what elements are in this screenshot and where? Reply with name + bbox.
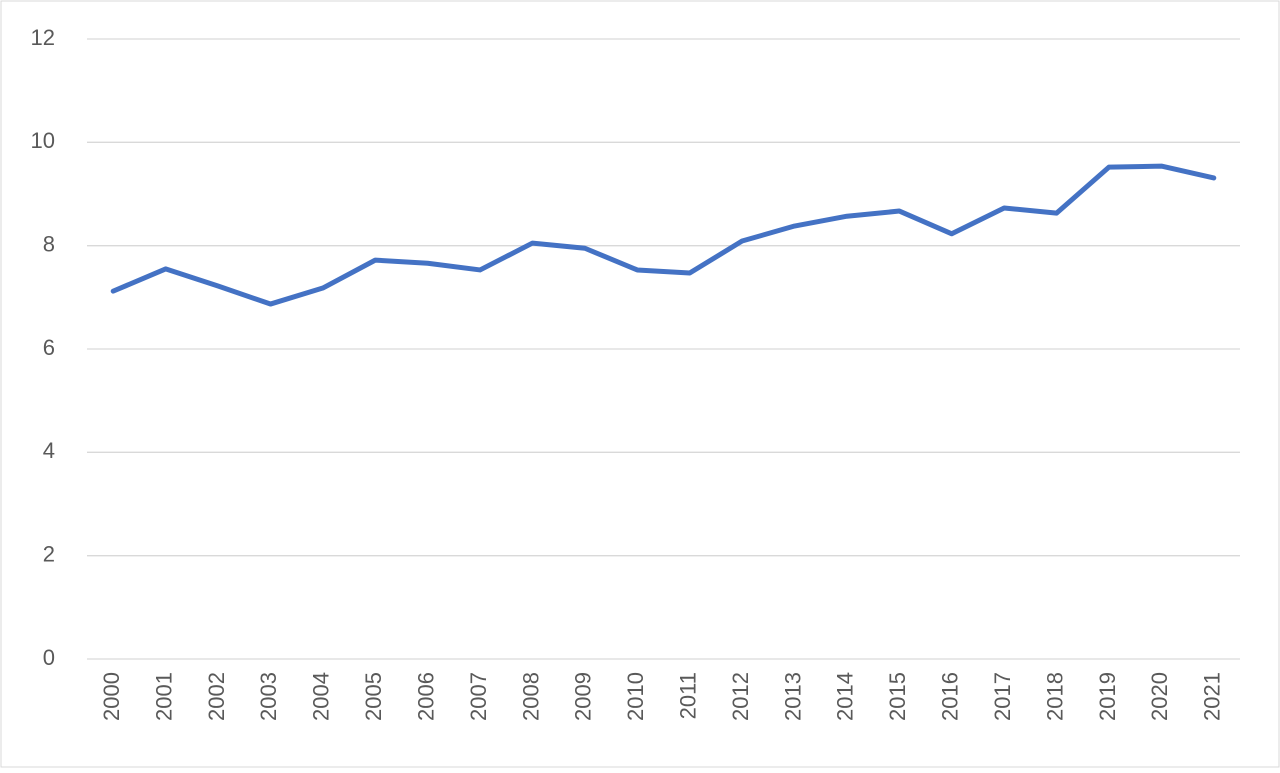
x-tick-label: 2009 (571, 672, 596, 721)
x-tick-label: 2006 (413, 672, 438, 721)
y-tick-label: 8 (43, 231, 55, 256)
x-tick-label: 2001 (151, 672, 176, 721)
x-tick-label: 2004 (309, 672, 334, 721)
y-tick-label: 0 (43, 645, 55, 670)
x-tick-label: 2015 (885, 672, 910, 721)
x-tick-label: 2003 (256, 672, 281, 721)
x-tick-label: 2000 (99, 672, 124, 721)
x-tick-label: 2011 (676, 672, 701, 719)
x-tick-label: 2010 (623, 672, 648, 721)
x-tick-label: 2017 (990, 672, 1015, 721)
x-tick-label: 2019 (1095, 672, 1120, 721)
data-line (110, 163, 1217, 307)
x-tick-label: 2002 (204, 672, 229, 721)
x-tick-label: 2020 (1147, 672, 1172, 721)
y-tick-label: 10 (31, 128, 55, 153)
x-tick-label: 2007 (466, 672, 491, 721)
x-tick-label: 2014 (833, 672, 858, 721)
y-tick-label: 4 (43, 438, 55, 463)
y-tick-label: 2 (43, 541, 55, 566)
x-tick-label: 2016 (938, 672, 963, 721)
x-tick-label: 2013 (780, 672, 805, 721)
x-tick-label: 2018 (1042, 672, 1067, 721)
x-tick-label: 2008 (518, 672, 543, 721)
y-tick-label: 12 (31, 25, 55, 50)
x-tick-label: 2005 (361, 672, 386, 721)
x-tick-label: 2012 (728, 672, 753, 721)
y-tick-label: 6 (43, 335, 55, 360)
x-tick-label: 2021 (1200, 672, 1225, 721)
